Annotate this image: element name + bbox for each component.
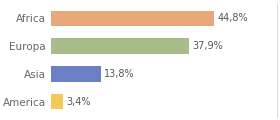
Bar [51, 11, 214, 26]
Text: 44,8%: 44,8% [217, 13, 248, 23]
Bar [51, 94, 63, 109]
Text: 3,4%: 3,4% [66, 97, 91, 107]
Bar [51, 66, 101, 81]
Bar [51, 39, 189, 54]
Text: 13,8%: 13,8% [104, 69, 135, 79]
Text: 37,9%: 37,9% [192, 41, 223, 51]
